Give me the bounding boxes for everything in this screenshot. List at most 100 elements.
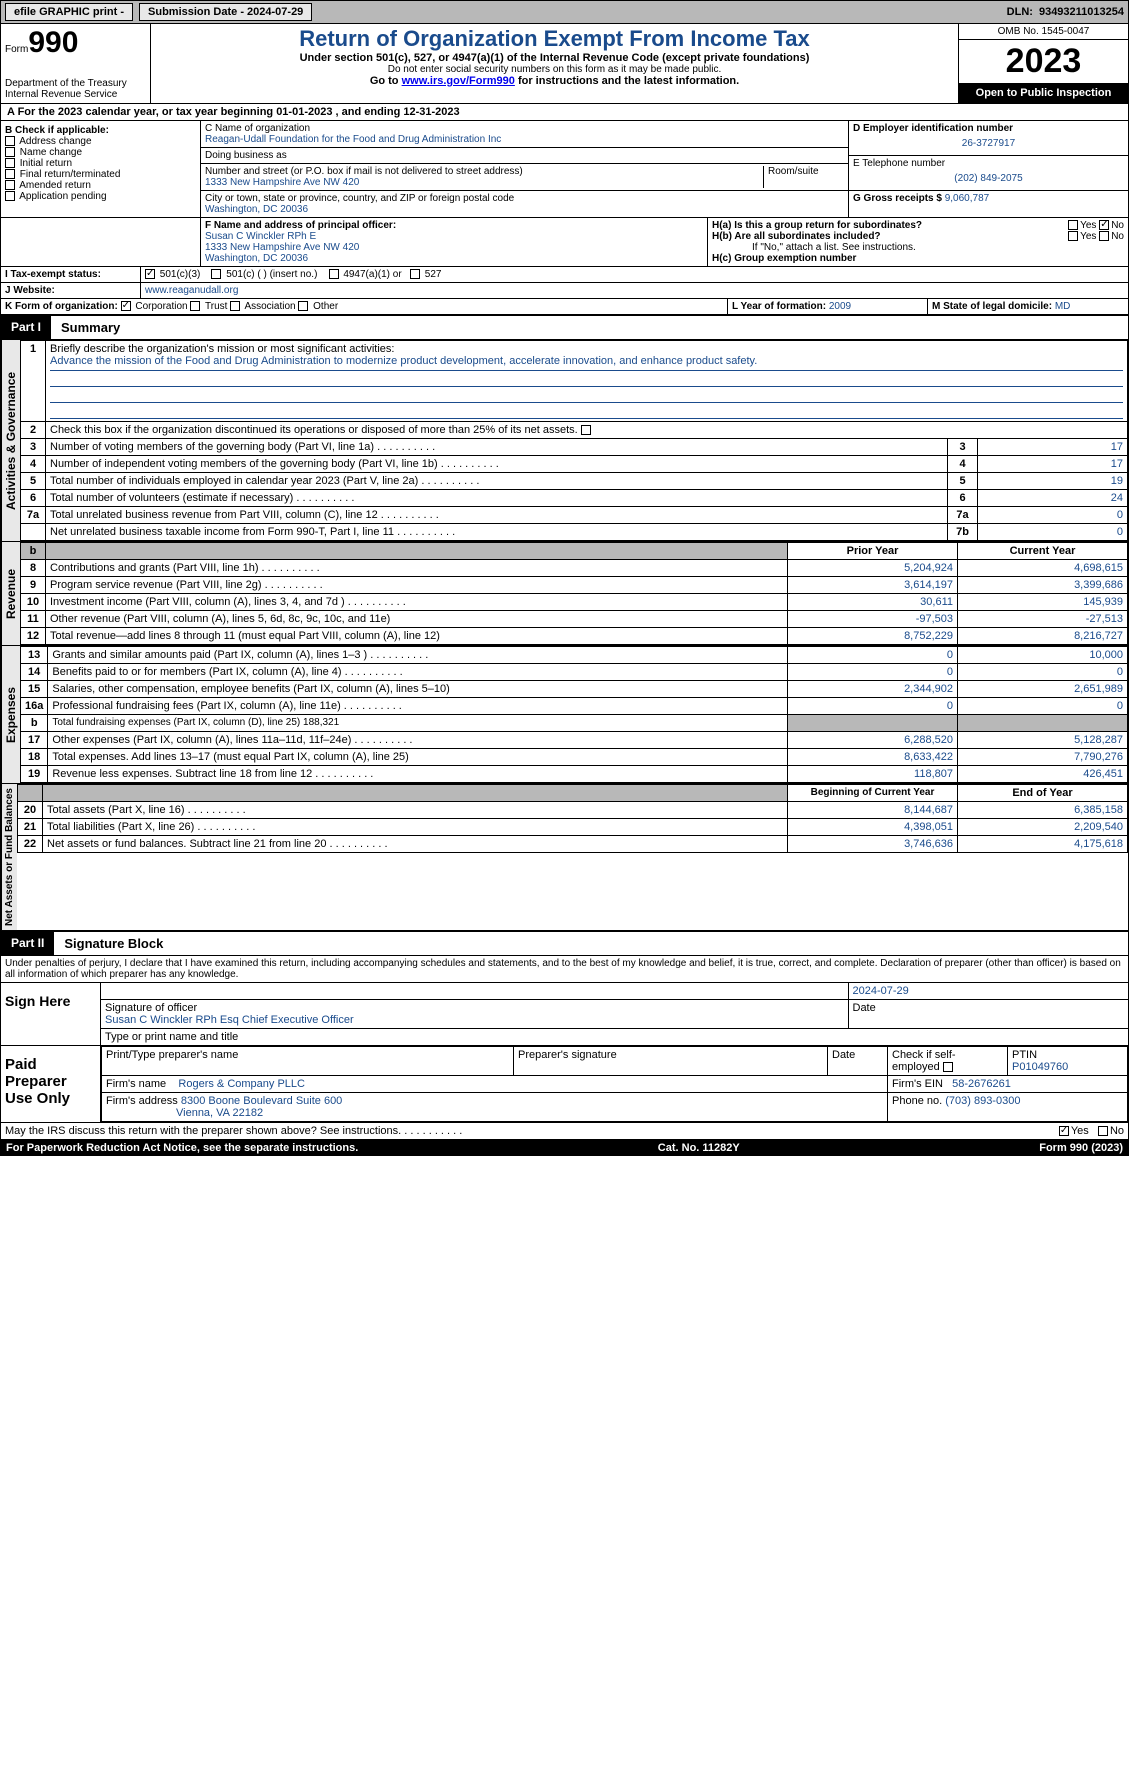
cb-527[interactable]	[410, 269, 420, 279]
row-exp-19: 19Revenue less expenses. Subtract line 1…	[21, 766, 1128, 783]
rev-11-p: -97,503	[788, 611, 958, 628]
cb-discuss-no[interactable]	[1098, 1126, 1108, 1136]
omb-number: OMB No. 1545-0047	[959, 24, 1128, 40]
cb-501c[interactable]	[211, 269, 221, 279]
goto-post: for instructions and the latest informat…	[515, 75, 739, 87]
sign-here-section: Sign Here 2024-07-29 Signature of office…	[0, 983, 1129, 1046]
gov-6-text: Total number of volunteers (estimate if …	[46, 490, 948, 507]
row-net-22: 22Net assets or fund balances. Subtract …	[18, 836, 1128, 853]
submission-button[interactable]: Submission Date - 2024-07-29	[139, 3, 312, 21]
preparer-section: Paid Preparer Use Only Print/Type prepar…	[0, 1046, 1129, 1123]
cb-assoc[interactable]	[230, 301, 240, 311]
exp-16a-p: 0	[788, 698, 958, 715]
irs-link[interactable]: www.irs.gov/Form990	[402, 75, 515, 87]
goto-pre: Go to	[370, 75, 402, 87]
cb-self-employed[interactable]	[943, 1062, 953, 1072]
exp-16a-text: Professional fundraising fees (Part IX, …	[48, 698, 788, 715]
gov-5-text: Total number of individuals employed in …	[46, 473, 948, 490]
row-gov-5: 5Total number of individuals employed in…	[21, 473, 1128, 490]
dept-label: Department of the Treasury Internal Reve…	[5, 78, 146, 100]
subtitle-1: Under section 501(c), 527, or 4947(a)(1)…	[159, 52, 950, 64]
website-value[interactable]: www.reaganudall.org	[141, 283, 1128, 298]
dba-label: Doing business as	[205, 150, 844, 161]
row-exp-18: 18Total expenses. Add lines 13–17 (must …	[21, 749, 1128, 766]
cb-discuss-yes[interactable]	[1059, 1126, 1069, 1136]
row-rev-11: 11Other revenue (Part VIII, column (A), …	[21, 611, 1128, 628]
rev-8-p: 5,204,924	[788, 560, 958, 577]
firm-ein: 58-2676261	[952, 1078, 1011, 1090]
gov-7b-text: Net unrelated business taxable income fr…	[46, 524, 948, 541]
exp-15-c: 2,651,989	[958, 681, 1128, 698]
cb-other[interactable]	[298, 301, 308, 311]
l2-span: Check this box if the organization disco…	[50, 424, 578, 436]
table-netassets: Beginning of Current YearEnd of Year 20T…	[17, 784, 1128, 853]
officer-addr2: Washington, DC 20036	[205, 253, 703, 264]
tax-year: 2023	[959, 40, 1128, 83]
rev-10-text: Investment income (Part VIII, column (A)…	[46, 594, 788, 611]
row-gov-4: 4Number of independent voting members of…	[21, 456, 1128, 473]
l1-label: Briefly describe the organization's miss…	[50, 343, 1123, 355]
vtab-netassets: Net Assets or Fund Balances	[1, 784, 17, 930]
cb-trust[interactable]	[190, 301, 200, 311]
firm-addr1: 8300 Boone Boulevard Suite 600	[181, 1095, 342, 1107]
type-label: Type or print name and title	[101, 1029, 1128, 1046]
exp-18-p: 8,633,422	[788, 749, 958, 766]
cb-ha-yes[interactable]	[1068, 220, 1078, 230]
cb-501c3[interactable]	[145, 269, 155, 279]
cb-final[interactable]	[5, 169, 15, 179]
efile-button[interactable]: efile GRAPHIC print -	[5, 3, 133, 21]
cb-corp[interactable]	[121, 301, 131, 311]
rev-9-c: 3,399,686	[958, 577, 1128, 594]
ptin-label: PTIN	[1012, 1049, 1123, 1061]
cb-initial[interactable]	[5, 158, 15, 168]
net-20-p: 8,144,687	[788, 802, 958, 819]
footer-right: Form 990 (2023)	[1039, 1142, 1123, 1154]
exp-13-c: 10,000	[958, 647, 1128, 664]
cb-hb-yes[interactable]	[1068, 231, 1078, 241]
net-21-p: 4,398,051	[788, 819, 958, 836]
discuss-row: May the IRS discuss this return with the…	[0, 1123, 1129, 1140]
opt-address: Address change	[19, 136, 91, 147]
ein-label: D Employer identification number	[853, 123, 1124, 134]
discuss-yes: Yes	[1071, 1125, 1089, 1137]
officer-label: F Name and address of principal officer:	[205, 220, 703, 231]
declaration-text: Under penalties of perjury, I declare th…	[0, 956, 1129, 983]
exp-17-c: 5,128,287	[958, 732, 1128, 749]
net-20-text: Total assets (Part X, line 16)	[43, 802, 788, 819]
row-gov-6: 6Total number of volunteers (estimate if…	[21, 490, 1128, 507]
rev-12-p: 8,752,229	[788, 628, 958, 645]
gov-7b-box: 7b	[948, 524, 978, 541]
cb-4947[interactable]	[329, 269, 339, 279]
box-c: C Name of organization Reagan-Udall Foun…	[201, 121, 848, 217]
box-b: B Check if applicable: Address change Na…	[1, 121, 201, 217]
exp-14-p: 0	[788, 664, 958, 681]
exp-16b-p	[788, 715, 958, 732]
phone-value: (703) 893-0300	[945, 1095, 1020, 1107]
rev-10-c: 145,939	[958, 594, 1128, 611]
part2-label: Part II	[1, 932, 54, 955]
cb-amended[interactable]	[5, 180, 15, 190]
discuss-no: No	[1110, 1125, 1124, 1137]
exp-18-c: 7,790,276	[958, 749, 1128, 766]
open-public: Open to Public Inspection	[959, 83, 1128, 103]
hc-label: H(c) Group exemption number	[712, 253, 1124, 264]
exp-13-text: Grants and similar amounts paid (Part IX…	[48, 647, 788, 664]
exp-18-text: Total expenses. Add lines 13–17 (must eq…	[48, 749, 788, 766]
cb-pending[interactable]	[5, 191, 15, 201]
no-label2: No	[1111, 231, 1124, 242]
opt-trust: Trust	[205, 301, 227, 312]
ha-label: H(a) Is this a group return for subordin…	[712, 220, 922, 231]
cb-address-change[interactable]	[5, 136, 15, 146]
cb-ha-no[interactable]	[1099, 220, 1109, 230]
cb-l2[interactable]	[581, 425, 591, 435]
cb-name-change[interactable]	[5, 147, 15, 157]
city-value: Washington, DC 20036	[205, 204, 844, 215]
no-label: No	[1111, 220, 1124, 231]
row-exp-16a: 16aProfessional fundraising fees (Part I…	[21, 698, 1128, 715]
gov-3-text: Number of voting members of the governin…	[46, 439, 948, 456]
section-bcd: B Check if applicable: Address change Na…	[0, 121, 1129, 218]
firm-name: Rogers & Company PLLC	[178, 1078, 305, 1090]
cb-hb-no[interactable]	[1099, 231, 1109, 241]
gov-3-val: 17	[978, 439, 1128, 456]
row-rev-12: 12Total revenue—add lines 8 through 11 (…	[21, 628, 1128, 645]
